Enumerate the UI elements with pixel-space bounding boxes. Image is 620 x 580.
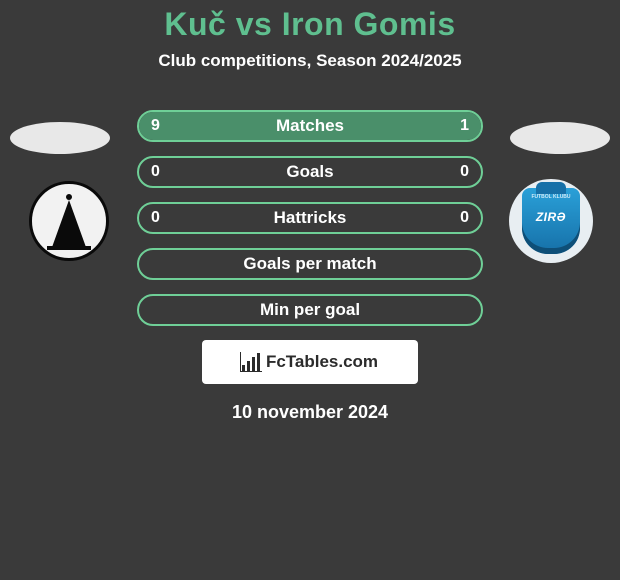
stat-value-left: 0 — [151, 158, 160, 186]
stat-label: Goals per match — [139, 250, 481, 278]
stat-value-left: 9 — [151, 112, 160, 140]
club-right-subtext: FUTBOL KLUBU — [522, 194, 580, 200]
player-silhouette-left — [10, 122, 110, 154]
stat-row: Hattricks0 0 — [137, 202, 483, 234]
club-logo-right: FUTBOL KLUBU ZIRƏ — [506, 176, 596, 266]
stat-row: Goals0 0 — [137, 156, 483, 188]
stat-value-left: 0 — [151, 204, 160, 232]
stat-row: Min per goal — [137, 294, 483, 326]
stat-label: Min per goal — [139, 296, 481, 324]
stat-value-right: 0 — [460, 158, 469, 186]
stat-row: Matches9 1 — [137, 110, 483, 142]
date-label: 10 november 2024 — [0, 402, 620, 423]
stat-value-right: 0 — [460, 204, 469, 232]
brand-text: FcTables.com — [266, 352, 378, 372]
player-silhouette-right — [510, 122, 610, 154]
comparison-stage: FUTBOL KLUBU ZIRƏ Matches91Goals00Hattri… — [0, 110, 620, 423]
stat-label: Goals — [139, 158, 481, 186]
derrick-icon — [29, 181, 109, 261]
brand-badge: FcTables.com — [202, 340, 418, 384]
bar-chart-icon — [242, 353, 260, 371]
stat-bars: Matches91Goals00Hattricks00Goals per mat… — [137, 110, 483, 326]
stat-label: Matches — [139, 112, 481, 140]
stat-value-right: 1 — [460, 112, 469, 140]
stat-row: Goals per match — [137, 248, 483, 280]
stat-label: Hattricks — [139, 204, 481, 232]
shield-icon: FUTBOL KLUBU ZIRƏ — [509, 179, 593, 263]
page-subtitle: Club competitions, Season 2024/2025 — [0, 51, 620, 71]
club-logo-left — [24, 176, 114, 266]
comparison-card: Kuč vs Iron Gomis Club competitions, Sea… — [0, 0, 620, 580]
club-right-monogram: ZIRƏ — [522, 210, 580, 224]
page-title: Kuč vs Iron Gomis — [0, 0, 620, 43]
